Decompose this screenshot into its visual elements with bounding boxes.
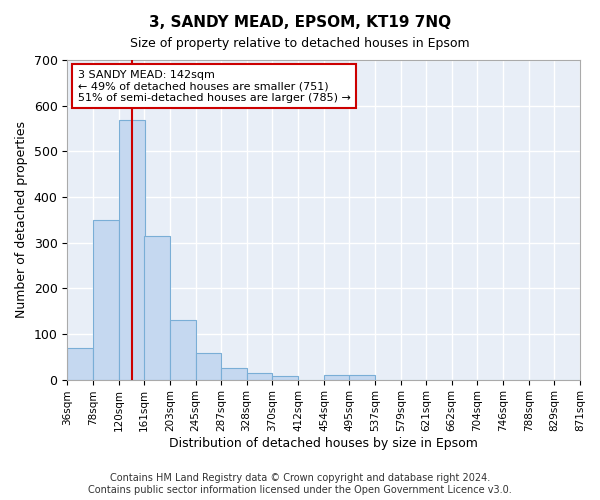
Bar bbox=[119, 120, 145, 380]
Text: 3 SANDY MEAD: 142sqm
← 49% of detached houses are smaller (751)
51% of semi-deta: 3 SANDY MEAD: 142sqm ← 49% of detached h… bbox=[77, 70, 350, 103]
Bar bbox=[67, 348, 93, 380]
Bar bbox=[247, 372, 272, 380]
Bar bbox=[196, 353, 221, 380]
Bar bbox=[93, 220, 119, 380]
X-axis label: Distribution of detached houses by size in Epsom: Distribution of detached houses by size … bbox=[169, 437, 478, 450]
Text: Size of property relative to detached houses in Epsom: Size of property relative to detached ho… bbox=[130, 38, 470, 51]
Y-axis label: Number of detached properties: Number of detached properties bbox=[15, 122, 28, 318]
Bar bbox=[144, 236, 170, 380]
Text: Contains HM Land Registry data © Crown copyright and database right 2024.
Contai: Contains HM Land Registry data © Crown c… bbox=[88, 474, 512, 495]
Bar bbox=[221, 368, 247, 380]
Bar bbox=[324, 375, 350, 380]
Bar bbox=[349, 375, 375, 380]
Text: 3, SANDY MEAD, EPSOM, KT19 7NQ: 3, SANDY MEAD, EPSOM, KT19 7NQ bbox=[149, 15, 451, 30]
Bar bbox=[170, 320, 196, 380]
Bar bbox=[272, 376, 298, 380]
